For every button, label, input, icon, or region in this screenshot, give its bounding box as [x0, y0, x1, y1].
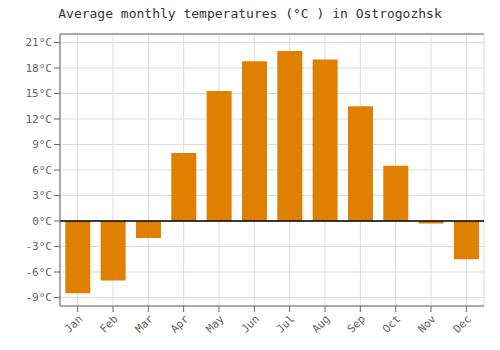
svg-text:Jul: Jul [274, 312, 297, 335]
svg-text:Aug: Aug [309, 312, 332, 335]
svg-text:9°C: 9°C [32, 138, 52, 151]
svg-text:15°C: 15°C [26, 87, 53, 100]
svg-text:Sep: Sep [345, 312, 368, 335]
svg-text:Jun: Jun [239, 312, 262, 335]
svg-text:May: May [203, 312, 227, 336]
svg-text:Apr: Apr [168, 312, 192, 336]
svg-text:18°C: 18°C [26, 62, 53, 75]
svg-text:-6°C: -6°C [26, 266, 53, 279]
svg-text:Mar: Mar [133, 312, 157, 336]
svg-text:Jan: Jan [62, 312, 85, 335]
svg-text:6°C: 6°C [32, 164, 52, 177]
svg-text:-3°C: -3°C [26, 240, 53, 253]
html-text:Average monthly temperatures (: Average monthly temperatures (°C ) in Os… [58, 6, 442, 21]
svg-text:Feb: Feb [97, 312, 120, 335]
svg-text:Nov: Nov [415, 312, 439, 336]
svg-text:21°C: 21°C [26, 36, 53, 49]
svg-text:Dec: Dec [451, 312, 474, 335]
svg-text:0°C: 0°C [32, 215, 52, 228]
svg-text:Oct: Oct [380, 312, 403, 335]
svg-text:12°C: 12°C [26, 113, 53, 126]
svg-text:3°C: 3°C [32, 189, 52, 202]
svg-text:-9°C: -9°C [26, 291, 53, 304]
